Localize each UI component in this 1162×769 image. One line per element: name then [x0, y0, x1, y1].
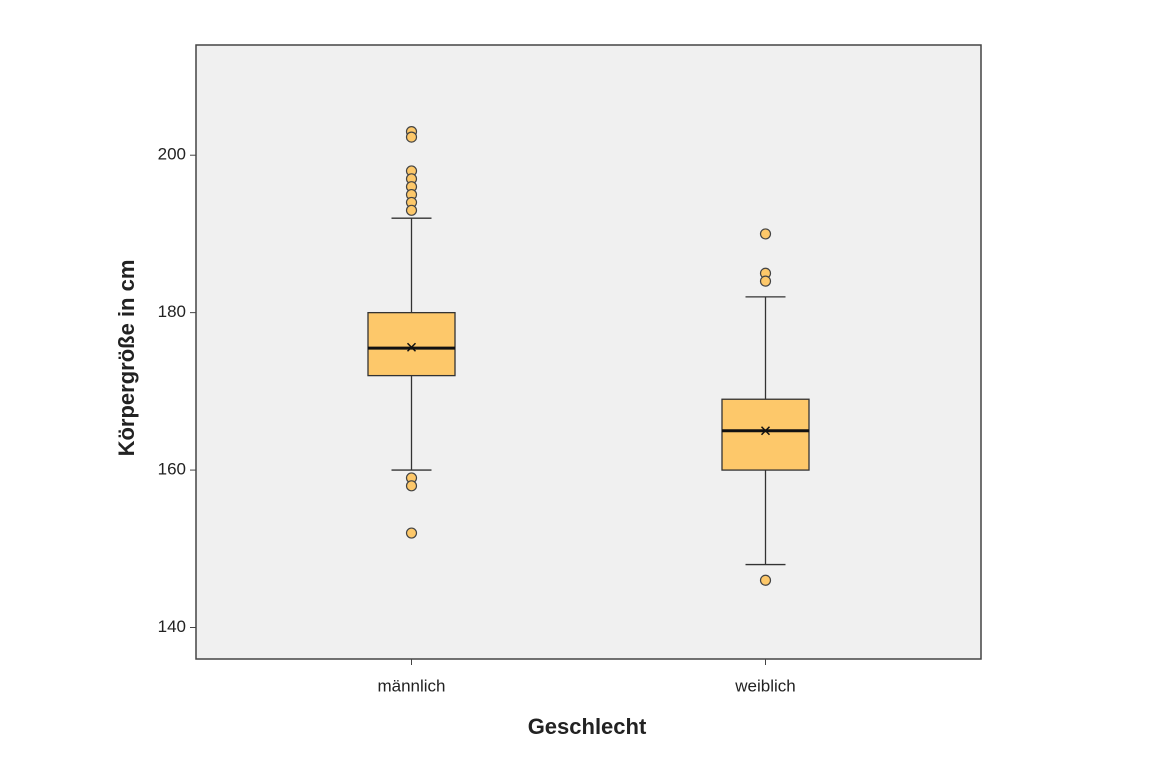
box [721, 398, 810, 471]
y-tick-label: 180 [158, 302, 186, 321]
x-axis-title: Geschlecht [528, 714, 647, 739]
y-tick-label: 140 [158, 617, 186, 636]
y-tick-label: 160 [158, 460, 186, 479]
outlier [759, 275, 772, 287]
outlier [759, 574, 772, 586]
x-tick-label: männlich [377, 676, 445, 695]
outlier [405, 527, 418, 539]
mean-marker [760, 426, 771, 436]
outlier [405, 204, 418, 216]
mean-marker [406, 342, 417, 352]
plot-area [195, 44, 982, 660]
outlier [405, 480, 418, 492]
box [367, 311, 456, 377]
y-tick-label: 200 [158, 145, 186, 164]
outlier [759, 228, 772, 240]
y-axis-title: Körpergröße in cm [114, 260, 139, 457]
outlier [405, 131, 418, 143]
x-tick-label: weiblich [734, 676, 795, 695]
